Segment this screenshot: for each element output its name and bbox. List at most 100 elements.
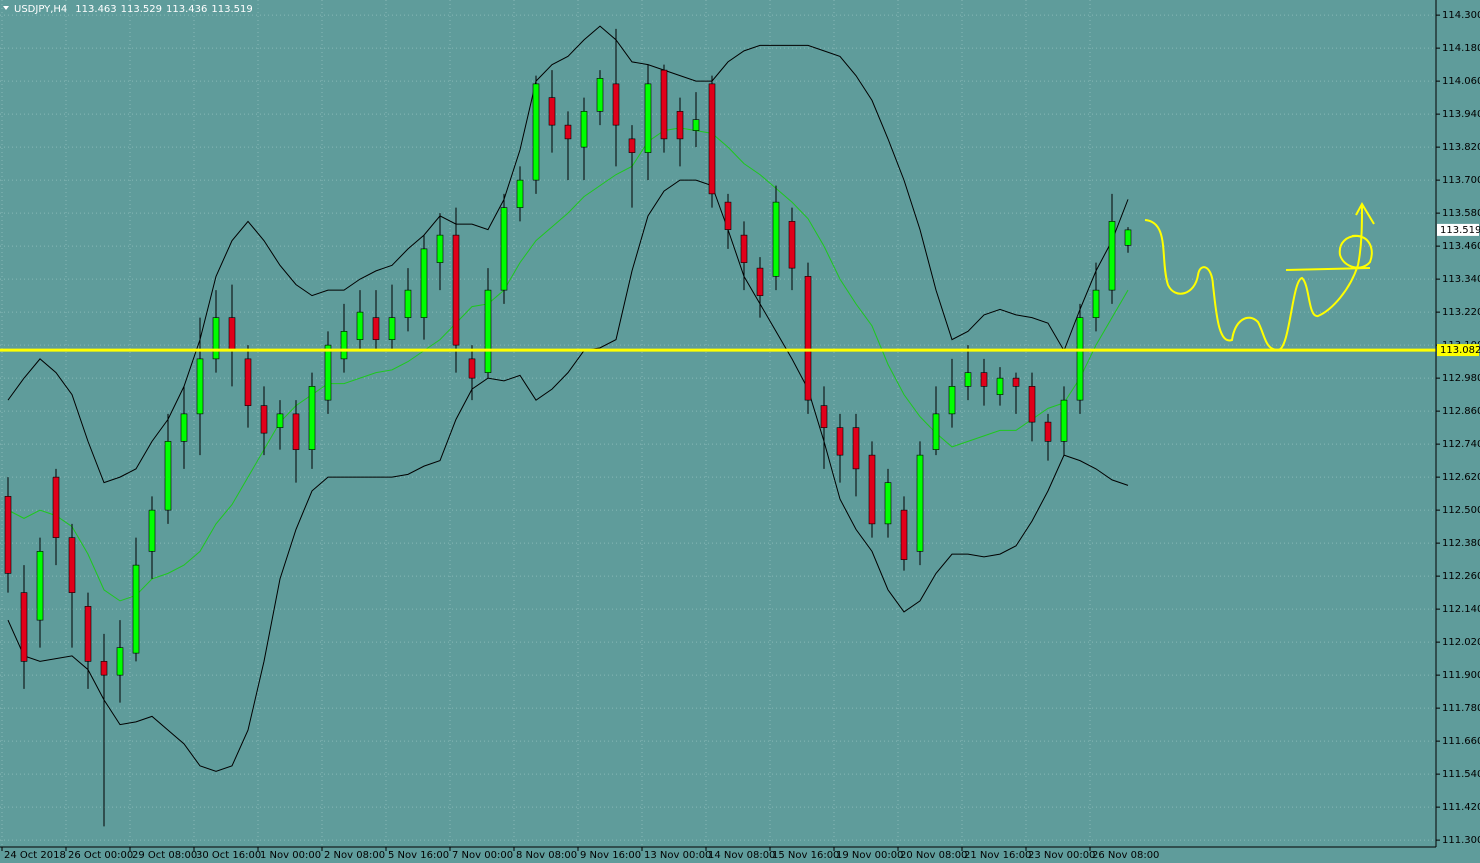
x-tick-label: 14 Nov 08:00 [708,850,775,861]
y-tick-label: 114.300 [1442,10,1480,21]
candle-body [1124,229,1132,246]
y-tick-label: 111.420 [1442,802,1480,813]
candle-body [132,564,140,654]
candle-body [804,276,812,401]
candle-body [452,234,460,346]
candle-body [1076,317,1084,401]
y-tick-label: 111.540 [1442,769,1480,780]
candle-body [772,201,780,277]
header-text: USDJPY,H4 113.463 113.529 113.436 113.519 [14,4,253,15]
candle-body [420,248,428,318]
y-tick-label: 111.300 [1442,835,1480,846]
candle-body [820,405,828,428]
y-tick-label: 111.660 [1442,736,1480,747]
x-tick-label: 7 Nov 00:00 [452,850,513,861]
candle-body [628,138,636,153]
symbol: USDJPY,H4 [14,4,67,15]
y-tick-label: 112.020 [1442,637,1480,648]
price-label: 113.519 [1440,225,1480,236]
y-tick-label: 111.900 [1442,670,1480,681]
candle-body [20,592,28,662]
candle-body [180,413,188,442]
x-tick-label: 21 Nov 16:00 [964,850,1031,861]
candle-body [948,386,956,415]
candle-body [532,83,540,181]
candle-body [84,606,92,662]
candle-body [1108,221,1116,291]
candle-body [324,344,332,401]
y-tick-label: 113.820 [1442,142,1480,153]
y-tick-label: 112.620 [1442,472,1480,483]
y-tick-label: 112.980 [1442,373,1480,384]
x-tick-label: 26 Oct 00:00 [68,850,133,861]
candle-body [596,78,604,112]
x-tick-label: 24 Oct 2018 [4,850,66,861]
candle-body [612,83,620,126]
header-icon [3,6,9,10]
x-tick-label: 2 Nov 08:00 [324,850,385,861]
y-tick-label: 112.740 [1442,439,1480,450]
candle-body [916,454,924,552]
level-label-box [1437,344,1479,357]
header: USDJPY,H4 113.463 113.529 113.436 113.519 [3,4,253,15]
band-line [7,25,1129,484]
candle-body [980,372,988,387]
candle-body [1012,377,1020,387]
candle-body [564,124,572,140]
candle-body [836,427,844,456]
candle-body [292,413,300,450]
y-tick-label: 113.940 [1442,109,1480,120]
grid [0,0,1436,847]
candle-body [660,69,668,140]
band-line [7,127,1129,602]
candle-body [1092,289,1100,318]
candle-body [740,234,748,263]
x-tick-label: 13 Nov 00:00 [644,850,711,861]
candle-body [1044,421,1052,442]
x-tick-label: 23 Nov 00:00 [1028,850,1095,861]
ohlc-low: 113.436 [166,4,207,15]
x-tick-label: 8 Nov 08:00 [516,850,577,861]
candle-body [852,427,860,470]
candle-body [148,509,156,552]
x-tick-label: 19 Nov 00:00 [836,850,903,861]
candle-body [36,551,44,621]
price-label-box [1437,223,1479,236]
y-tick-label: 113.340 [1442,274,1480,285]
candle-body [276,413,284,428]
y-tick-label: 112.860 [1442,406,1480,417]
candle-body [468,358,476,379]
candle-body [68,537,76,593]
y-tick-label: 113.460 [1442,241,1480,252]
candle-body [500,207,508,291]
y-tick-label: 111.780 [1442,703,1480,714]
hand-drawing [1144,201,1375,352]
candle-body [372,317,380,340]
y-tick-label: 113.580 [1442,208,1480,219]
candle-body [404,289,412,318]
x-tick-label: 15 Nov 16:00 [772,850,839,861]
candle-body [244,358,252,406]
y-tick-label: 112.260 [1442,571,1480,582]
candle-body [644,83,652,153]
x-tick-label: 5 Nov 16:00 [388,850,449,861]
x-tick-label: 20 Nov 08:00 [900,850,967,861]
candle-body [228,317,236,351]
candle-body [436,234,444,263]
candle-body [388,317,396,340]
candle-body [1028,386,1036,423]
candle-body [52,476,60,538]
candle-body [196,358,204,415]
candle-body [212,317,220,360]
candle-body [260,405,268,434]
x-tick-label: 30 Oct 16:00 [196,850,261,861]
plot [0,25,1436,827]
candle-body [932,413,940,450]
candle-body [340,331,348,360]
candle-body [164,441,172,511]
x-tick-label: 1 Nov 00:00 [260,850,321,861]
candle-body [308,386,316,450]
